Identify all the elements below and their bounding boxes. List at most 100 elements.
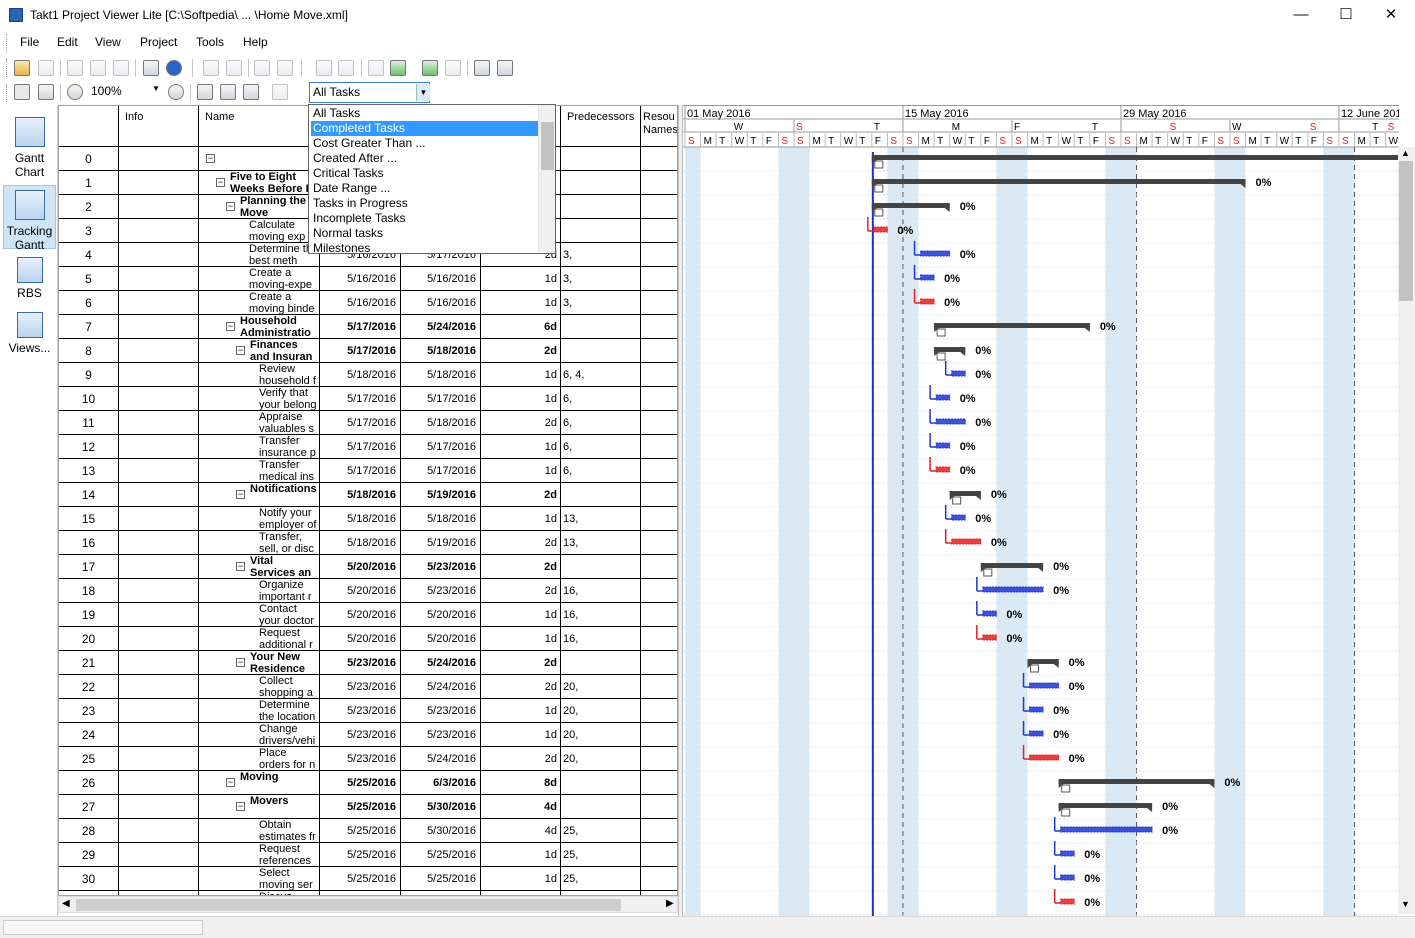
row-id[interactable]: 2 (59, 195, 119, 219)
table-row[interactable]: 26− Moving 5/25/2016 6/3/2016 8d (59, 771, 677, 795)
row-predecessors[interactable]: 13, (561, 507, 641, 531)
row-resources[interactable] (641, 627, 677, 651)
menu-view[interactable]: View (95, 35, 121, 49)
row-predecessors[interactable] (561, 795, 641, 819)
filter-option[interactable]: Date Range ... (313, 181, 391, 195)
row-name-cell[interactable]: Create a moving-expe (199, 267, 320, 291)
row-name-cell[interactable]: Transfer insurance p (199, 435, 320, 459)
menu-project[interactable]: Project (140, 35, 178, 49)
layout-left-icon[interactable] (197, 84, 213, 100)
filter-combo[interactable]: All Tasks (309, 82, 430, 103)
dropdown-scroll-thumb[interactable] (541, 122, 554, 170)
collapse-toggle-icon[interactable]: − (226, 321, 235, 331)
row-name-cell[interactable]: Transfer, sell, or disc (199, 531, 320, 555)
row-finish[interactable]: 5/19/2016 (401, 531, 481, 555)
row-name-cell[interactable]: Verify that your belong (199, 387, 320, 411)
row-start[interactable]: 5/18/2016 (320, 363, 401, 387)
view-button[interactable]: Views... (3, 310, 56, 360)
row-start[interactable]: 5/20/2016 (320, 627, 401, 651)
row-duration[interactable]: 8d (481, 771, 561, 795)
row-predecessors[interactable] (561, 483, 641, 507)
row-name-cell[interactable]: Review household f (199, 363, 320, 387)
row-resources[interactable] (641, 483, 677, 507)
table-row[interactable]: 30 Select moving ser 5/25/2016 5/25/2016 1d 2… (59, 867, 677, 891)
row-resources[interactable] (641, 459, 677, 483)
row-finish[interactable]: 5/18/2016 (401, 507, 481, 531)
row-name-cell[interactable]: − Your New Residence (199, 651, 320, 675)
row-id[interactable]: 23 (59, 699, 119, 723)
row-finish[interactable]: 5/20/2016 (401, 603, 481, 627)
row-finish[interactable]: 5/23/2016 (401, 579, 481, 603)
row-predecessors[interactable]: 16, (561, 579, 641, 603)
table-row[interactable]: 25 Place orders for n 5/23/2016 5/24/2016 2d… (59, 747, 677, 771)
row-id[interactable]: 10 (59, 387, 119, 411)
zoom-in-icon[interactable] (168, 84, 184, 100)
menu-file[interactable]: File (20, 35, 40, 49)
row-id[interactable]: 21 (59, 651, 119, 675)
row-name-cell[interactable]: − Moving (199, 771, 320, 795)
col-header-predecessors[interactable]: Predecessors (561, 106, 641, 147)
filter-option[interactable]: Milestones (313, 241, 371, 255)
row-predecessors[interactable]: 3, (561, 291, 641, 315)
row-id[interactable]: 1 (59, 171, 119, 195)
row-duration[interactable]: 1d (481, 867, 561, 891)
collapse-icon[interactable] (226, 60, 242, 76)
table-icon[interactable] (38, 84, 54, 100)
row-id[interactable]: 4 (59, 243, 119, 267)
link-tasks-icon[interactable] (316, 60, 332, 76)
row-id[interactable]: 25 (59, 747, 119, 771)
find-icon[interactable] (143, 60, 159, 76)
row-resources[interactable] (641, 411, 677, 435)
row-start[interactable]: 5/25/2016 (320, 867, 401, 891)
zoom-combo[interactable]: 100% (91, 84, 122, 98)
row-resources[interactable] (641, 195, 677, 219)
row-resources[interactable] (641, 267, 677, 291)
row-predecessors[interactable] (561, 651, 641, 675)
row-start[interactable]: 5/23/2016 (320, 699, 401, 723)
col-header-name[interactable]: Name (199, 106, 320, 147)
row-duration[interactable]: 1d (481, 459, 561, 483)
row-finish[interactable]: 5/24/2016 (401, 651, 481, 675)
row-resources[interactable] (641, 579, 677, 603)
collapse-toggle-icon[interactable]: − (226, 777, 235, 787)
grid-view-icon[interactable] (14, 84, 30, 100)
row-predecessors[interactable] (561, 771, 641, 795)
add-column-icon[interactable] (390, 60, 406, 76)
row-predecessors[interactable]: 20, (561, 699, 641, 723)
row-resources[interactable] (641, 363, 677, 387)
row-duration[interactable]: 2d (481, 579, 561, 603)
filter-option[interactable]: All Tasks (313, 106, 361, 120)
row-finish[interactable]: 5/30/2016 (401, 819, 481, 843)
row-id[interactable]: 26 (59, 771, 119, 795)
row-name-cell[interactable]: Appraise valuables s (199, 411, 320, 435)
row-resources[interactable] (641, 531, 677, 555)
table-row[interactable]: 10 Verify that your belong 5/17/2016 5/17/2… (59, 387, 677, 411)
row-start[interactable]: 5/17/2016 (320, 315, 401, 339)
row-duration[interactable]: 6d (481, 315, 561, 339)
cut-icon[interactable] (67, 60, 83, 76)
row-name-cell[interactable]: Obtain estimates fr (199, 819, 320, 843)
menu-tools[interactable]: Tools (196, 35, 225, 49)
row-duration[interactable] (481, 195, 561, 219)
row-duration[interactable] (481, 891, 561, 895)
row-id[interactable]: 30 (59, 867, 119, 891)
col-header-info[interactable]: Info (119, 106, 199, 147)
row-predecessors[interactable]: 25, (561, 819, 641, 843)
table-row[interactable]: 15 Notify your employer of 5/18/2016 5/18/2… (59, 507, 677, 531)
row-duration[interactable]: 1d (481, 267, 561, 291)
row-name-cell[interactable]: − (199, 147, 320, 171)
row-resources[interactable] (641, 819, 677, 843)
row-predecessors[interactable]: 6, 4, (561, 363, 641, 387)
row-predecessors[interactable] (561, 219, 641, 243)
row-finish[interactable]: 5/30/2016 (401, 795, 481, 819)
row-start[interactable]: 5/25/2016 (320, 795, 401, 819)
collapse-toggle-icon[interactable]: − (236, 657, 245, 667)
menu-help[interactable]: Help (243, 35, 268, 49)
filter-option[interactable]: Completed Tasks (311, 121, 539, 136)
row-start[interactable]: 5/23/2016 (320, 723, 401, 747)
row-duration[interactable]: 2d (481, 483, 561, 507)
table-row[interactable]: 6 Create a moving binde 5/16/2016 5/16/2016… (59, 291, 677, 315)
table-row[interactable]: Discus (59, 891, 677, 895)
row-finish[interactable]: 5/19/2016 (401, 483, 481, 507)
row-predecessors[interactable]: 6, (561, 435, 641, 459)
